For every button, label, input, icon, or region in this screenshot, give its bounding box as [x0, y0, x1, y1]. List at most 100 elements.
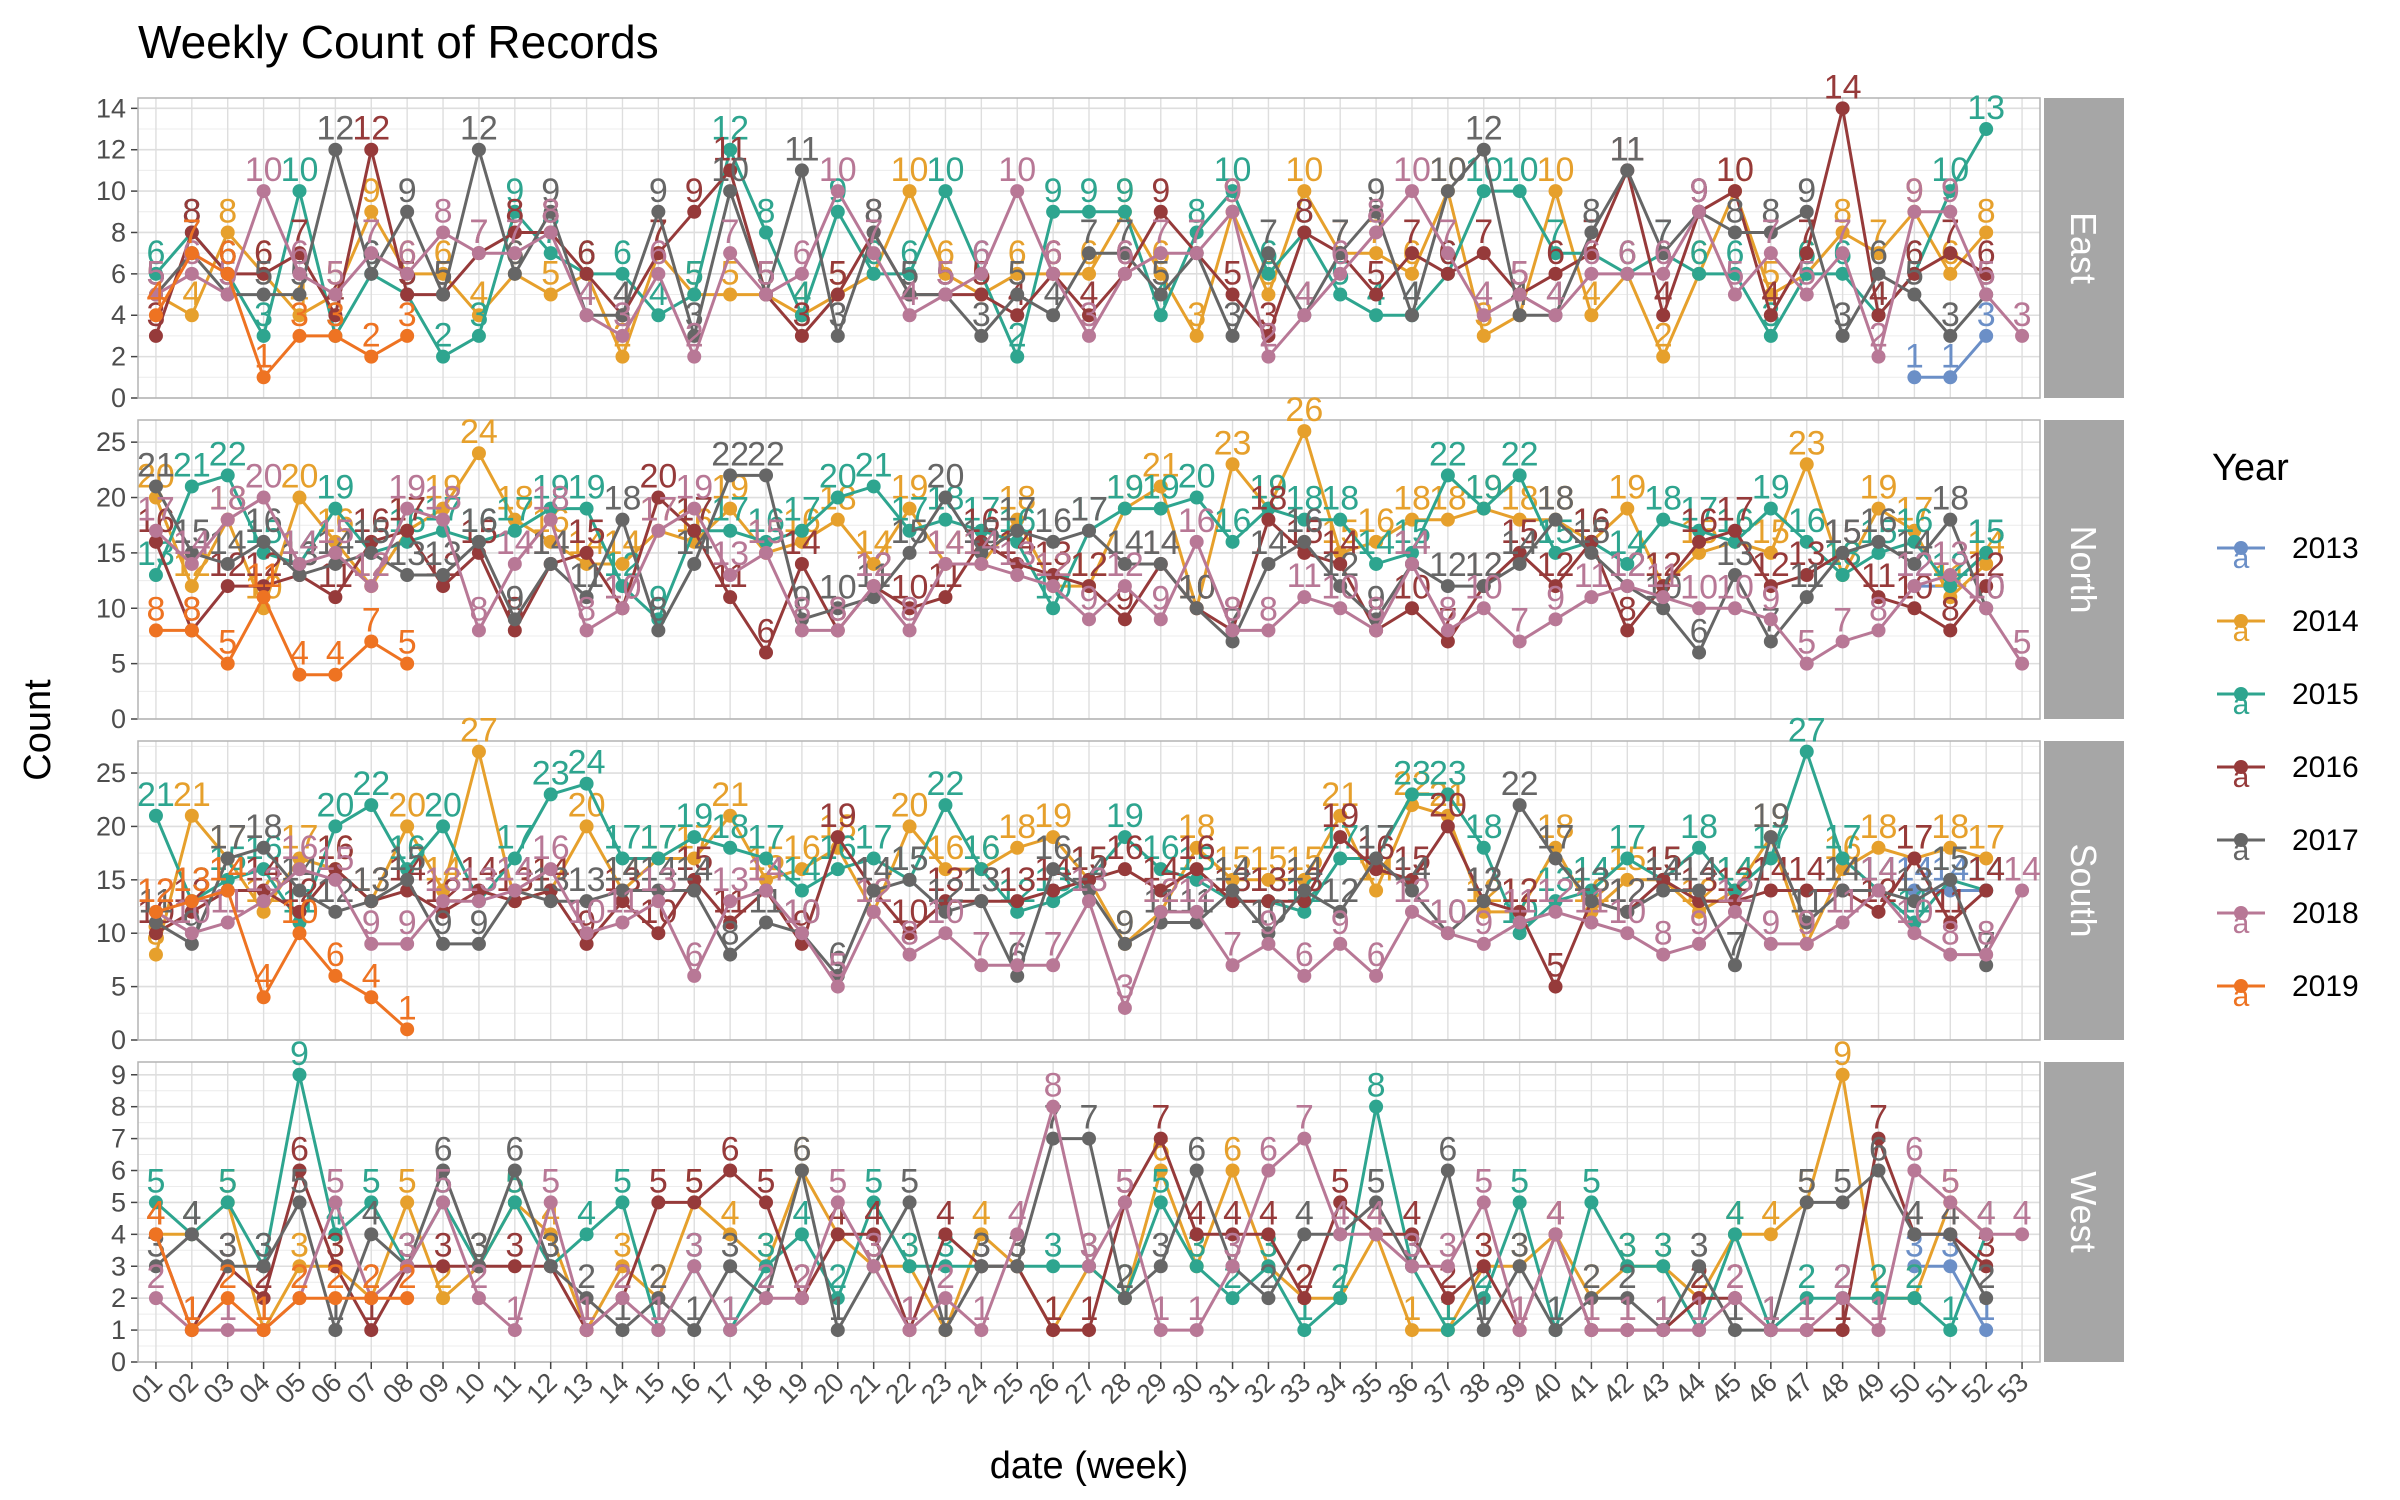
data-label: 7 [1761, 213, 1780, 251]
data-point [1835, 851, 1850, 866]
data-point [1440, 579, 1455, 594]
data-label: 2 [936, 1258, 955, 1296]
data-point [1189, 1163, 1204, 1178]
data-point [651, 523, 666, 538]
data-point [1512, 556, 1527, 571]
data-label: 7 [182, 213, 201, 251]
data-label: 17 [137, 491, 175, 529]
data-point [148, 1291, 163, 1306]
data-label: 5 [936, 255, 955, 293]
data-point [1476, 328, 1491, 343]
data-point [866, 266, 881, 281]
data-point [1369, 534, 1384, 549]
data-point [579, 776, 594, 791]
data-point [1369, 287, 1384, 302]
data-point [1153, 308, 1168, 323]
data-point [1835, 328, 1850, 343]
data-point [1656, 308, 1671, 323]
data-label: 2 [362, 1258, 381, 1296]
data-label: 13 [1465, 861, 1503, 899]
panel-border [137, 419, 2041, 720]
data-label: 16 [783, 829, 821, 867]
data-label: 3 [1977, 296, 1996, 334]
data-label: 11 [1574, 883, 1609, 921]
data-label: 19 [1034, 797, 1072, 835]
data-label: 16 [1142, 829, 1180, 867]
data-label: 5 [1546, 947, 1565, 985]
data-point [1333, 601, 1348, 616]
data-point [1727, 225, 1742, 240]
data-point [1943, 1323, 1958, 1338]
data-label: 4 [1761, 275, 1780, 313]
data-point [902, 266, 917, 281]
data-point [830, 204, 845, 219]
data-label: 10 [1967, 568, 2005, 606]
data-point [292, 851, 307, 866]
data-point [1727, 1291, 1742, 1306]
series-2013: 1 13 [1905, 296, 1996, 385]
data-label: 4 [792, 275, 811, 313]
legend-key-glyph: a [2233, 615, 2250, 648]
data-label: 20 [281, 458, 319, 496]
data-label: 19 [1860, 469, 1898, 507]
data-point [1584, 894, 1599, 909]
data-point [256, 579, 271, 594]
data-label: 3 [290, 296, 309, 334]
data-point [938, 926, 953, 941]
data-label: 4 [1295, 275, 1314, 313]
data-label: 10 [1680, 568, 1718, 606]
data-label: 6 [434, 1131, 453, 1169]
data-label: 1 [505, 1290, 524, 1328]
data-point [1979, 287, 1994, 302]
data-label: 4 [1008, 1194, 1027, 1232]
data-point [471, 936, 486, 951]
data-point [184, 894, 199, 909]
data-point [1871, 266, 1886, 281]
data-label: 14 [1501, 524, 1539, 562]
data-label: 14 [1106, 524, 1144, 562]
data-point [1297, 1291, 1312, 1306]
data-label: 10 [998, 151, 1036, 189]
data-point [1010, 968, 1025, 983]
data-label: 5 [218, 1162, 237, 1200]
data-label: 19 [1321, 797, 1359, 835]
legend-label: 2015 [2292, 678, 2359, 711]
data-label: 5 [1833, 1162, 1852, 1200]
data-point [866, 479, 881, 494]
legend-label: 2014 [2292, 605, 2359, 638]
data-label: 1 [254, 1290, 273, 1328]
data-label: 4 [182, 1194, 201, 1232]
data-point [1369, 1227, 1384, 1242]
data-point [1871, 545, 1886, 560]
data-point [1404, 1259, 1419, 1274]
data-point [1010, 184, 1025, 199]
data-label: 3 [1690, 1226, 1709, 1264]
data-label: 9 [1546, 579, 1565, 617]
data-label: 3 [613, 296, 632, 334]
data-point [1548, 184, 1563, 199]
data-point [651, 894, 666, 909]
data-label: 7 [1187, 213, 1206, 251]
data-point [1082, 1323, 1096, 1338]
data-point [1440, 634, 1455, 649]
data-point [436, 894, 451, 909]
data-label: 16 [1573, 502, 1611, 540]
data-point [400, 287, 415, 302]
data-point [1046, 1099, 1061, 1114]
data-label: 12 [352, 546, 390, 584]
data-label: 14 [1608, 524, 1646, 562]
data-label: 15 [316, 840, 354, 878]
data-point [723, 523, 738, 538]
data-label: 17 [1357, 818, 1395, 856]
data-label: 4 [1546, 1194, 1565, 1232]
data-label: 7 [469, 213, 488, 251]
data-label: 7 [1869, 1099, 1888, 1137]
data-point [938, 590, 953, 605]
data-label: 1 [721, 1290, 740, 1328]
data-point [1297, 225, 1312, 240]
data-label: 5 [541, 255, 560, 293]
data-label: 6 [1869, 234, 1888, 272]
data-label: 17 [783, 491, 821, 529]
data-label: 6 [792, 1131, 811, 1169]
data-point [1010, 840, 1025, 855]
